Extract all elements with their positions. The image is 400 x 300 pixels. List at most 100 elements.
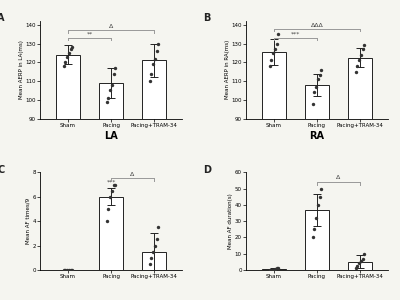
Text: B: B	[203, 13, 211, 23]
Point	[60, 64, 67, 68]
Point	[104, 219, 110, 224]
Point	[311, 90, 318, 95]
Bar	[348, 262, 372, 270]
Point	[155, 41, 162, 46]
Point	[272, 267, 278, 272]
Point	[109, 188, 115, 193]
Point	[146, 262, 153, 266]
Text: ***: ***	[291, 32, 300, 37]
Point	[354, 64, 361, 68]
Point	[268, 58, 274, 63]
Point	[358, 259, 364, 263]
Point	[310, 101, 316, 106]
Bar	[99, 197, 123, 270]
Point	[69, 45, 76, 50]
Point	[316, 194, 323, 199]
Point	[109, 82, 115, 87]
Point	[67, 47, 74, 52]
Y-axis label: Mean AF duration(s): Mean AF duration(s)	[228, 193, 234, 249]
Point	[318, 186, 324, 191]
Point	[360, 256, 366, 261]
Bar	[305, 85, 329, 288]
Point	[67, 268, 74, 272]
Point	[105, 96, 112, 100]
Y-axis label: Mean AERP in RA(ms): Mean AERP in RA(ms)	[225, 40, 230, 99]
Point	[275, 32, 282, 37]
Text: C: C	[0, 164, 5, 175]
Point	[266, 268, 273, 272]
Bar	[142, 252, 166, 270]
Point	[69, 268, 76, 272]
Point	[360, 47, 366, 52]
Point	[66, 268, 72, 272]
Text: ΔΔΔ: ΔΔΔ	[311, 22, 323, 28]
Point	[313, 215, 319, 220]
Point	[270, 50, 276, 55]
Text: D: D	[203, 164, 211, 175]
Text: ***: ***	[106, 180, 116, 184]
Point	[110, 182, 117, 187]
Point	[155, 225, 162, 230]
Point	[273, 41, 280, 46]
Point	[270, 267, 276, 272]
Point	[356, 58, 362, 63]
Point	[150, 249, 156, 254]
Point	[272, 47, 278, 52]
Point	[112, 182, 118, 187]
Y-axis label: Mean AERP in LA(ms): Mean AERP in LA(ms)	[19, 40, 24, 99]
Y-axis label: Mean AF times/9: Mean AF times/9	[26, 198, 31, 244]
Point	[107, 194, 113, 199]
Point	[104, 99, 110, 104]
Text: **: **	[86, 32, 93, 37]
Bar	[99, 83, 123, 288]
Point	[356, 261, 362, 266]
Point	[62, 268, 68, 272]
Point	[148, 71, 155, 76]
Bar	[305, 210, 329, 270]
Point	[107, 88, 113, 93]
Bar	[262, 269, 286, 270]
Point	[110, 71, 117, 76]
Point	[146, 79, 153, 83]
Point	[112, 65, 118, 70]
Point	[60, 268, 67, 272]
Point	[273, 266, 280, 271]
Point	[64, 54, 70, 59]
Text: Δ: Δ	[109, 25, 113, 29]
Point	[316, 73, 323, 78]
Point	[310, 235, 316, 240]
Point	[154, 49, 160, 53]
Point	[313, 84, 319, 89]
Point	[358, 52, 364, 57]
Point	[266, 64, 273, 68]
Point	[361, 251, 368, 256]
Text: A: A	[0, 13, 5, 23]
Point	[311, 227, 318, 232]
Point	[150, 62, 156, 67]
Point	[105, 207, 112, 212]
Point	[152, 56, 158, 61]
X-axis label: RA: RA	[310, 130, 324, 141]
Point	[152, 243, 158, 248]
Point	[318, 68, 324, 72]
Point	[354, 263, 361, 268]
Point	[315, 77, 321, 82]
Point	[352, 266, 359, 271]
Text: Δ: Δ	[130, 172, 135, 177]
Point	[64, 268, 70, 272]
Point	[148, 255, 155, 260]
Point	[154, 237, 160, 242]
Bar	[56, 55, 80, 288]
Point	[315, 202, 321, 207]
X-axis label: LA: LA	[104, 130, 118, 141]
Point	[62, 60, 68, 65]
Point	[268, 268, 274, 272]
Point	[352, 69, 359, 74]
Point	[361, 43, 368, 48]
Bar	[142, 60, 166, 288]
Text: Δ: Δ	[336, 176, 341, 181]
Point	[66, 50, 72, 55]
Point	[275, 265, 282, 270]
Bar	[262, 52, 286, 288]
Bar	[348, 58, 372, 288]
